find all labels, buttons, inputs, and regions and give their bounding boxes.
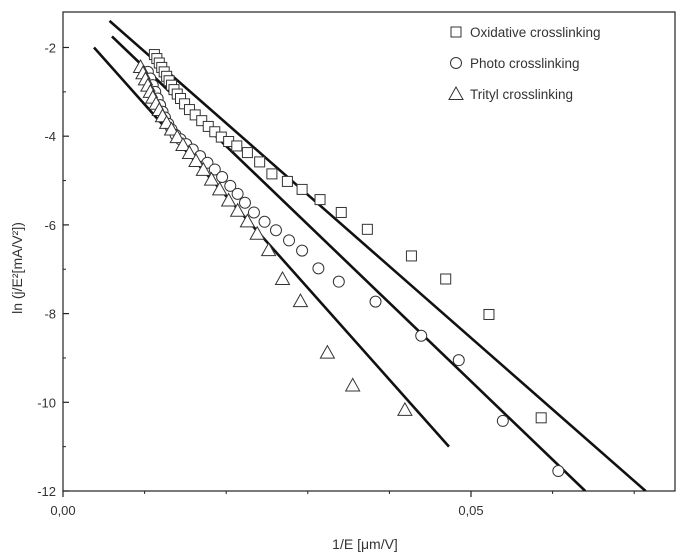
square-point	[241, 147, 253, 159]
triangle-point	[229, 202, 246, 217]
triangle-point	[211, 181, 228, 196]
legend-circle-icon	[450, 57, 462, 69]
square-point	[281, 175, 293, 187]
legend-label: Oxidative crosslinking	[470, 25, 601, 40]
circle-point	[369, 295, 382, 308]
triangle-point	[319, 344, 336, 359]
triangle-point	[397, 401, 413, 416]
legend-label: Photo crosslinking	[470, 56, 580, 71]
x-axis-label: 1/E [μm/V]	[332, 536, 398, 552]
triangle-point	[260, 242, 277, 257]
square-point	[335, 206, 347, 218]
circle-point	[452, 354, 465, 367]
x-tick-label: 0,05	[458, 503, 483, 518]
circle-point	[208, 163, 221, 176]
triangle-point	[292, 293, 309, 308]
triangle-point	[344, 377, 361, 392]
y-tick-label: -12	[37, 484, 56, 499]
legend-square-icon	[450, 26, 462, 38]
fit-line	[93, 46, 450, 448]
y-tick-label: -8	[44, 307, 56, 322]
triangle-point	[239, 213, 256, 228]
triangle-point	[220, 192, 237, 207]
square-point	[314, 194, 326, 206]
circle-point	[496, 414, 509, 427]
triangle-point	[203, 171, 220, 186]
triangle-point	[175, 137, 191, 152]
square-point	[231, 140, 243, 152]
triangle-point	[195, 161, 212, 176]
square-point	[483, 308, 495, 320]
triangle-point	[249, 225, 266, 240]
triangle-point	[181, 145, 198, 160]
circle-point	[231, 187, 244, 200]
square-point	[189, 109, 201, 121]
legend-triangle-icon	[448, 85, 464, 100]
square-point	[535, 412, 547, 424]
square-point	[296, 183, 308, 195]
triangle-point	[163, 121, 180, 136]
circle-point	[296, 244, 309, 257]
square-point	[196, 115, 208, 127]
circle-point	[415, 329, 428, 342]
circle-point	[216, 170, 229, 183]
square-point	[361, 223, 373, 235]
square-point	[266, 168, 278, 180]
circle-point	[247, 206, 260, 219]
plot-axes: -12 -10 -8 -6 -4 -2 0,00 0,05	[37, 11, 676, 518]
y-tick-label: -2	[44, 40, 56, 55]
circle-point	[312, 262, 325, 275]
circle-point	[238, 196, 251, 209]
y-tick-label: -6	[44, 218, 56, 233]
square-point	[405, 250, 417, 262]
y-axis-label: ln (j/E²[mA/V²])	[9, 222, 25, 314]
plot-frame	[62, 11, 676, 492]
triangle-point	[169, 129, 186, 144]
x-tick-label: 0,00	[50, 503, 75, 518]
square-point	[254, 156, 266, 168]
square-point	[440, 273, 452, 285]
circle-point	[283, 234, 296, 247]
data-points	[132, 49, 565, 478]
circle-point	[258, 215, 271, 228]
legend: Oxidative crosslinking Photo crosslinking…	[448, 25, 601, 102]
circle-point	[224, 179, 237, 192]
legend-label: Trityl crosslinking	[470, 87, 573, 102]
triangle-point	[274, 270, 291, 285]
y-tick-label: -10	[37, 395, 56, 410]
triangle-point	[188, 152, 204, 168]
circle-point	[332, 275, 345, 288]
y-tick-label: -4	[44, 129, 56, 144]
fit-line	[108, 19, 647, 491]
circle-point	[552, 465, 565, 478]
circle-point	[269, 224, 282, 237]
